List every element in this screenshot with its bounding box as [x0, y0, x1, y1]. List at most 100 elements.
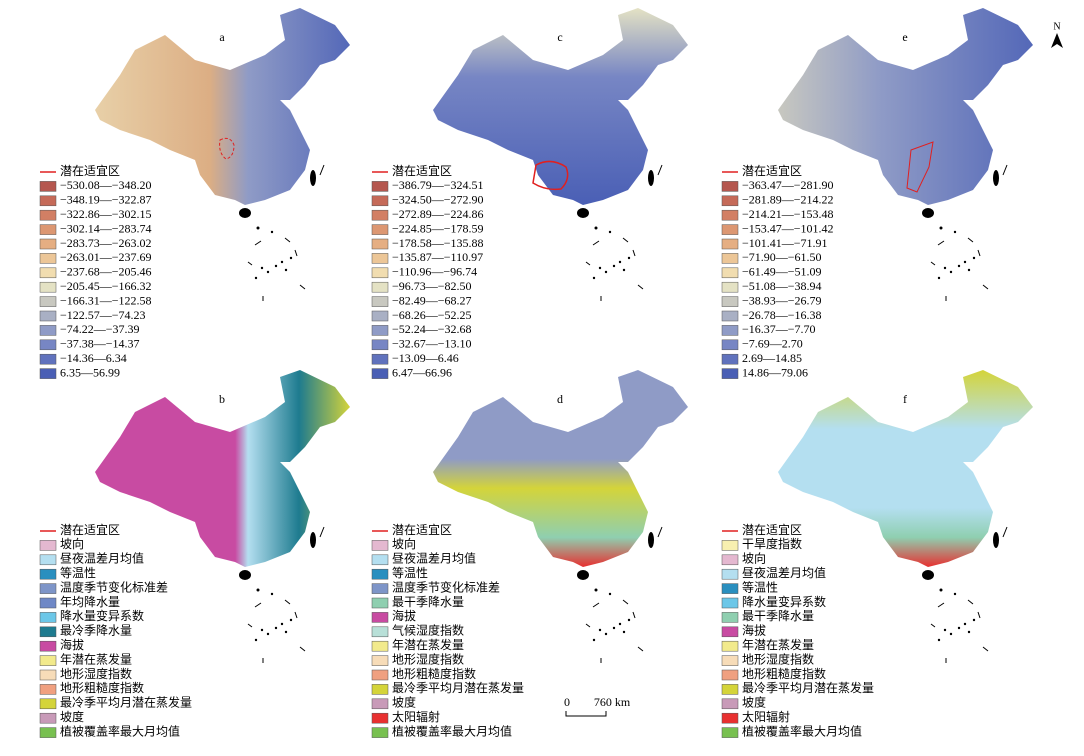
legend-label: 坡向 [742, 551, 766, 566]
legend-swatch [371, 554, 389, 566]
legend-swatch [721, 626, 739, 638]
legend-swatch [721, 238, 739, 250]
legend-label: −135.87—−110.97 [392, 250, 483, 264]
legend-swatch [371, 281, 389, 293]
legend-label: 坡度 [742, 695, 766, 710]
legend-label: 14.86—79.06 [742, 365, 808, 379]
legend-label: −166.31—−122.58 [60, 293, 152, 307]
legend-swatch [39, 684, 57, 695]
legend-swatch [371, 597, 389, 609]
legend-label: 植被覆盖率最大月均值 [392, 723, 512, 738]
legend-swatch [39, 712, 57, 724]
legend-swatch [39, 698, 57, 710]
legend-label: 等温性 [742, 580, 778, 594]
legend-label: 最冷季平均月潜在蒸发量 [60, 695, 192, 710]
legend-label: 地形湿度指数 [742, 651, 814, 666]
legend-title: 潜在适宜区 [392, 163, 452, 178]
legend-label: 坡度 [392, 695, 416, 710]
legend-swatch [721, 698, 739, 710]
legend-swatch [721, 655, 739, 666]
legend-swatch [371, 339, 389, 351]
legend-swatch [371, 698, 389, 710]
legend-label: 地形粗糙度指数 [392, 666, 476, 681]
legend-label: −7.69—2.70 [742, 337, 803, 351]
legend-label: 昼夜温差月均值 [392, 551, 476, 566]
legend-swatch [721, 727, 739, 738]
legend-label: −16.37—−7.70 [742, 322, 816, 336]
legend-label: 年均降水量 [60, 595, 120, 609]
legend-label: −71.90—−61.50 [742, 250, 822, 264]
panel-label: d [557, 392, 563, 406]
map-c [433, 8, 688, 302]
legend-label: 地形湿度指数 [60, 666, 132, 681]
legend-label: −51.08—−38.94 [742, 279, 822, 293]
legend-label: −37.38—−14.37 [60, 337, 140, 351]
legend-label: 温度季节变化标准差 [60, 579, 168, 594]
legend-label: −178.58—−135.88 [392, 236, 484, 250]
legend-swatch [39, 597, 57, 609]
legend-label: 2.69—14.85 [742, 351, 802, 365]
legend-label: 坡向 [60, 536, 84, 551]
map-a [95, 8, 350, 302]
legend-label: 最干季降水量 [392, 595, 464, 609]
legend-swatch [721, 568, 739, 580]
legend-label: 昼夜温差月均值 [60, 551, 144, 566]
legend-swatch [39, 238, 57, 250]
legend-label: 年潜在蒸发量 [60, 651, 132, 666]
legend-label: 坡度 [60, 709, 84, 724]
legend-swatch [39, 655, 57, 666]
legend-label: 温度季节变化标准差 [392, 579, 500, 594]
scale-bar: 0 760 km [564, 695, 631, 717]
legend-swatch [721, 253, 739, 264]
legend-label: 等温性 [60, 566, 96, 580]
legend-swatch [39, 583, 57, 594]
legend-label: 最冷季平均月潜在蒸发量 [392, 680, 524, 695]
legend-swatch [39, 568, 57, 580]
legend-swatch [371, 612, 389, 623]
legend-title: 潜在适宜区 [742, 163, 802, 178]
legend-swatch [371, 353, 389, 365]
legend-swatch [371, 712, 389, 724]
legend-swatch [371, 583, 389, 594]
legend-swatch [39, 224, 57, 235]
legend-label: −214.21—−153.48 [742, 207, 834, 221]
legend-label: 降水量变异系数 [60, 608, 144, 623]
legend-swatch [39, 626, 57, 638]
panel-label: a [219, 30, 225, 44]
legend-swatch [371, 195, 389, 207]
legend-title: 潜在适宜区 [60, 163, 120, 178]
legend-swatch [721, 296, 739, 307]
legend-swatch [721, 339, 739, 351]
legend-label: −386.79—−324.51 [392, 178, 484, 192]
legend-label: −272.89—−224.86 [392, 207, 484, 221]
scale-end: 760 km [594, 695, 631, 709]
legend-label: −283.73—−263.02 [60, 236, 152, 250]
legend-swatch [39, 727, 57, 738]
legend-swatch [721, 325, 739, 336]
legend-swatch [721, 353, 739, 365]
legend-swatch [721, 368, 739, 379]
legend-label: −237.68—−205.46 [60, 265, 152, 279]
legend-label: −52.24—−32.68 [392, 322, 472, 336]
legend-swatch [39, 640, 57, 652]
legend-title: 潜在适宜区 [60, 522, 120, 537]
legend-swatch [39, 195, 57, 207]
legend-label: 降水量变异系数 [742, 594, 826, 609]
legend-label: 植被覆盖率最大月均值 [60, 723, 180, 738]
legend-swatch [371, 626, 389, 638]
legend-swatch [721, 669, 739, 681]
legend-label: 干旱度指数 [742, 536, 802, 551]
legend-label: −38.93—−26.79 [742, 293, 822, 307]
legend-label: −348.19—−322.87 [60, 193, 152, 207]
legend-label: −74.22—−37.39 [60, 322, 140, 336]
legend-label: −14.36—6.34 [60, 351, 127, 365]
legend-label: 地形湿度指数 [392, 651, 464, 666]
panel-label: f [903, 392, 907, 406]
legend-label: −26.78—−16.38 [742, 308, 822, 322]
legend-label: 海拔 [392, 608, 416, 623]
legend-label: 海拔 [742, 623, 766, 638]
legend-swatch [39, 339, 57, 351]
legend-swatch [39, 540, 57, 551]
legend-swatch [371, 253, 389, 264]
legend-swatch [39, 325, 57, 336]
